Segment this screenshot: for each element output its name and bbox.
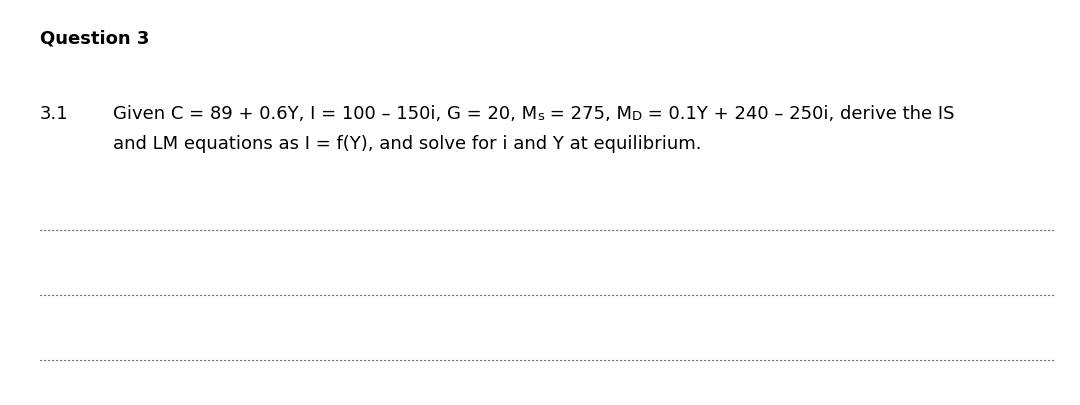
Text: 3.1: 3.1 [40,105,69,123]
Text: Given C = 89 + 0.6Y, I = 100 – 150i, G = 20, M: Given C = 89 + 0.6Y, I = 100 – 150i, G =… [113,105,537,123]
Text: Question 3: Question 3 [40,30,149,48]
Text: D: D [632,110,643,123]
Text: = 275, M: = 275, M [544,105,632,123]
Text: = 0.1Y + 240 – 250i, derive the IS: = 0.1Y + 240 – 250i, derive the IS [643,105,955,123]
Text: and LM equations as I = f(Y), and solve for i and Y at equilibrium.: and LM equations as I = f(Y), and solve … [113,135,702,153]
Text: s: s [537,110,544,123]
